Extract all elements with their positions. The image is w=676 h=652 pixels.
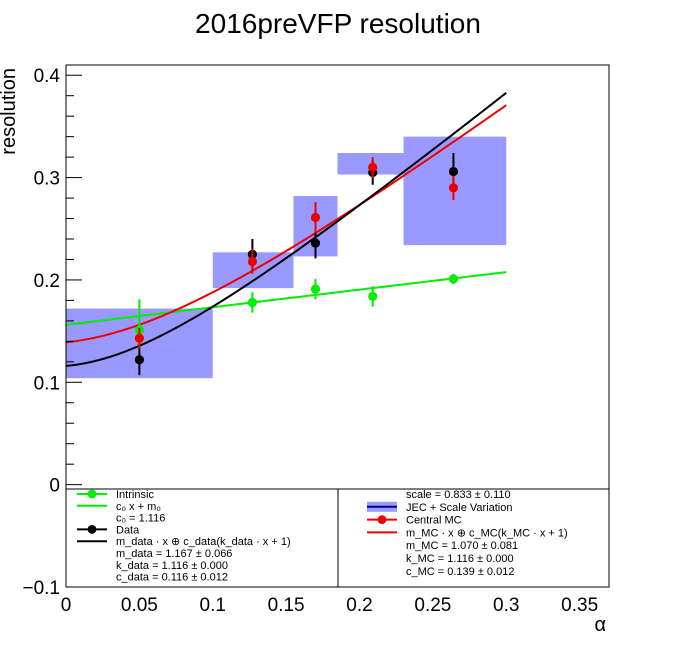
legend-entry: m_MC · x ⊕ c_MC(k_MC · x + 1) <box>406 527 568 539</box>
series-intrinsic <box>134 273 459 361</box>
legend-entry: c_data = 0.116 ± 0.012 <box>116 572 228 584</box>
data-point <box>247 297 257 308</box>
chart-title: 2016preVFP resolution <box>195 8 481 39</box>
legend-marker <box>377 515 387 524</box>
x-tick-label: 0.35 <box>561 595 598 616</box>
legend-entry: m_data = 1.167 ± 0.066 <box>116 548 232 560</box>
data-point <box>368 162 378 172</box>
data-point <box>247 256 257 267</box>
data-point <box>310 212 321 223</box>
y-tick-label: 0.4 <box>34 66 61 87</box>
legend-entry: m_data · x ⊕ c_data(k_data · x + 1) <box>116 536 291 548</box>
x-axis-label: α <box>594 614 606 636</box>
legend-entry: m_MC = 1.070 ± 0.081 <box>406 540 518 552</box>
data-point <box>310 238 321 248</box>
data-point <box>448 183 459 193</box>
data-point <box>134 355 144 365</box>
legend-entry: Intrinsic <box>116 489 154 501</box>
y-axis-label: resolution <box>0 68 20 155</box>
data-point <box>448 166 459 177</box>
legend-marker <box>87 489 97 499</box>
data-points <box>134 153 459 376</box>
legend-entry: k_data = 1.116 ± 0.000 <box>116 560 228 572</box>
y-tick-label: 0.2 <box>34 271 60 292</box>
data-point <box>134 333 144 343</box>
legend-entry: k_MC = 1.116 ± 0.000 <box>406 553 514 565</box>
y-tick-label: 0.3 <box>34 169 60 190</box>
data-point <box>310 284 321 294</box>
x-tick-label: 0.2 <box>346 595 372 616</box>
x-tick-label: 0.15 <box>268 595 305 616</box>
y-tick-label: −0.1 <box>22 578 60 599</box>
x-tick-label: 0.3 <box>493 595 519 616</box>
axes: 0 0.05 0.1 0.15 0.2 0.25 0.3 0.35−0.100.10.20.3… <box>22 66 610 616</box>
legend-entry: c₀ = 1.116 <box>116 513 165 525</box>
legend-entry: Central MC <box>406 515 462 527</box>
x-tick-label: 0.25 <box>414 595 451 616</box>
data-point <box>368 291 378 301</box>
x-tick-label: 0.1 <box>200 595 226 616</box>
y-tick-label: 0.1 <box>34 373 60 394</box>
data-point <box>448 274 459 284</box>
legend-entry: scale = 0.833 ± 0.110 <box>406 489 511 501</box>
legend-entry: JEC + Scale Variation <box>406 502 513 514</box>
legend-marker <box>87 525 97 534</box>
y-tick-label: 0 <box>49 476 60 497</box>
legend-entry: Data <box>116 524 140 536</box>
x-tick-label: 0 <box>61 595 72 616</box>
legend-entry: c_MC = 0.139 ± 0.012 <box>406 566 514 578</box>
legend-entry: c₀ x + m₀ <box>116 501 161 513</box>
series-central-mc <box>134 157 459 349</box>
x-tick-label: 0.05 <box>121 595 158 616</box>
